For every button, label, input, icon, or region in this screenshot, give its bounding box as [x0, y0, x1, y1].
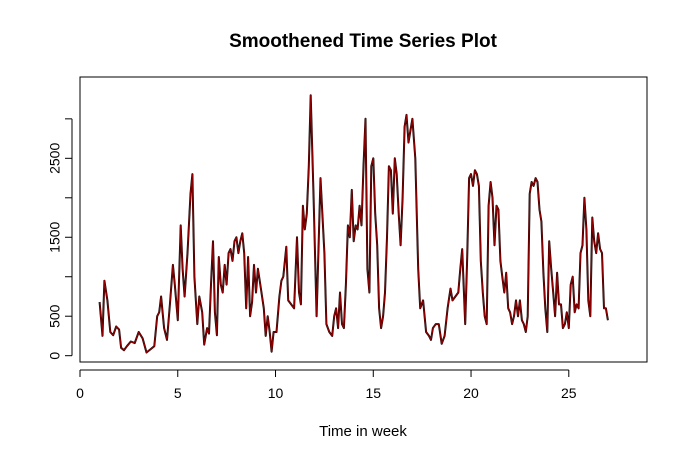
y-tick-label: 1500	[47, 221, 63, 252]
x-tick-label: 0	[76, 385, 84, 401]
plot-frame	[79, 76, 648, 363]
x-axis-label: Time in week	[319, 423, 407, 440]
y-tick-label: 500	[47, 304, 63, 328]
x-tick-label: 15	[365, 385, 381, 401]
y-tick-label: 0	[47, 352, 63, 360]
x-tick-label: 20	[463, 385, 479, 401]
x-tick-label: 5	[174, 385, 182, 401]
series-line-shadow	[98, 94, 609, 354]
chart-title: Smoothened Time Series Plot	[229, 31, 498, 52]
x-tick-label: 25	[561, 385, 577, 401]
series-line	[98, 94, 609, 354]
y-axis: 0 500 1500 2500	[47, 118, 73, 360]
y-tick-label: 2500	[47, 143, 63, 174]
x-axis: 0 5 10 15 20 25	[76, 369, 577, 401]
x-tick-label: 10	[268, 385, 284, 401]
